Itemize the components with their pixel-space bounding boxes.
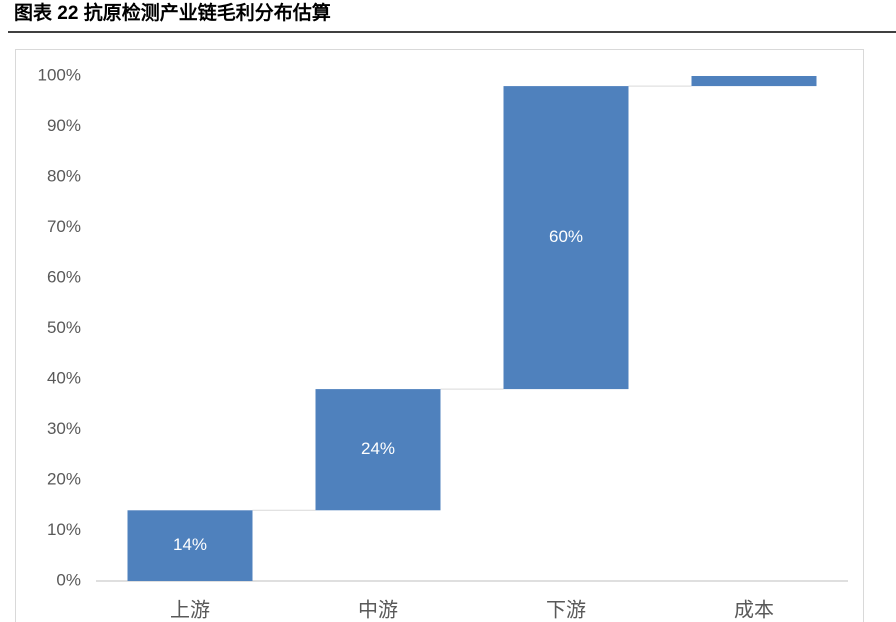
bar [127, 510, 253, 581]
y-tick-label: 50% [47, 318, 81, 337]
chart-frame [15, 49, 864, 622]
y-tick-label: 20% [47, 469, 81, 488]
y-tick-label: 10% [47, 520, 81, 539]
bar [691, 76, 817, 87]
y-tick-label: 40% [47, 368, 81, 387]
x-tick-label: 中游 [358, 598, 398, 621]
x-tick-label: 下游 [546, 598, 586, 621]
data-label: 60% [549, 227, 583, 246]
data-label: 14% [173, 535, 207, 554]
x-tick-label: 成本 [734, 598, 774, 621]
bar [315, 389, 441, 511]
y-tick-label: 70% [47, 217, 81, 236]
y-tick-label: 60% [47, 267, 81, 286]
x-tick-label: 上游 [170, 598, 210, 621]
y-tick-label: 0% [56, 570, 81, 589]
figure-title: 图表 22 抗原检测产业链毛利分布估算 [14, 1, 331, 24]
y-tick-label: 100% [38, 65, 81, 84]
y-tick-label: 30% [47, 419, 81, 438]
y-tick-label: 80% [47, 166, 81, 185]
y-tick-label: 90% [47, 116, 81, 135]
bar [503, 86, 629, 390]
data-label: 24% [361, 439, 395, 458]
